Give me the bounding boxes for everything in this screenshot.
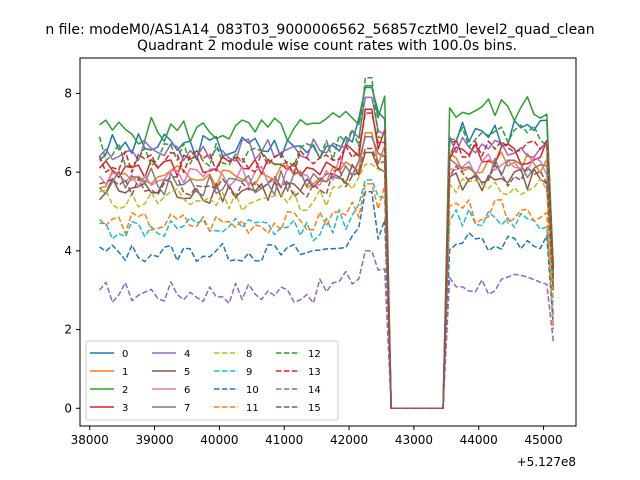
- series-line-13: [98, 112, 555, 410]
- legend-frame: [85, 340, 339, 421]
- series-line-14: [98, 250, 555, 410]
- series-line-10: [99, 191, 555, 410]
- x-tick-label: 39000: [135, 433, 173, 447]
- y-tick-label: 4: [64, 244, 72, 258]
- legend-label-12: 12: [308, 349, 321, 360]
- chart-title: Quadrant 2 module wise count rates with …: [137, 38, 517, 54]
- series-line-11: [98, 183, 555, 410]
- legend-label-1: 1: [122, 367, 128, 378]
- x-tick-label: 41000: [265, 433, 303, 447]
- legend-label-13: 13: [308, 367, 321, 378]
- legend-label-14: 14: [308, 385, 321, 396]
- y-tick-label: 6: [64, 165, 72, 179]
- x-tick-label: 43000: [395, 433, 433, 447]
- series-line-2: [99, 84, 555, 410]
- legend-label-10: 10: [246, 385, 259, 396]
- series-line-8: [99, 163, 555, 410]
- legend-label-0: 0: [122, 349, 128, 360]
- legend-label-9: 9: [246, 367, 252, 378]
- y-tick-label: 0: [64, 401, 72, 415]
- x-offset-label: +5.127e8: [517, 455, 576, 469]
- legend-label-5: 5: [184, 367, 190, 378]
- x-tick-label: 40000: [200, 433, 238, 447]
- x-tick-label: 42000: [330, 433, 368, 447]
- y-tick-label: 2: [64, 323, 72, 337]
- legend-label-4: 4: [184, 349, 190, 360]
- x-tick-label: 38000: [71, 433, 109, 447]
- y-tick-label: 8: [64, 86, 72, 100]
- legend-label-11: 11: [246, 403, 259, 414]
- series-line-9: [99, 179, 555, 410]
- plot-frame: [79, 57, 577, 427]
- legend-label-7: 7: [184, 403, 190, 414]
- x-tick-label: 44000: [460, 433, 498, 447]
- legend-label-8: 8: [246, 349, 252, 360]
- legend-label-15: 15: [308, 403, 321, 414]
- series-line-4: [98, 96, 555, 410]
- series-line-15: [99, 147, 555, 410]
- x-tick-label: 45000: [524, 433, 562, 447]
- series-line-12: [98, 76, 555, 410]
- y-axis-ticks: 0 2 4 6 8: [64, 86, 80, 415]
- legend-label-3: 3: [122, 403, 128, 414]
- legend-label-6: 6: [184, 385, 190, 396]
- series-line-0: [98, 86, 555, 410]
- legend-label-2: 2: [122, 385, 128, 396]
- series-layer: [98, 76, 555, 410]
- x-axis-ticks: 38000 39000 40000 41000 42000 43000 44000 45000: [71, 426, 563, 447]
- series-line-6: [98, 135, 555, 410]
- chart-suptitle: n file: modeM0/AS1A14_083T03_9000006562_…: [45, 22, 594, 38]
